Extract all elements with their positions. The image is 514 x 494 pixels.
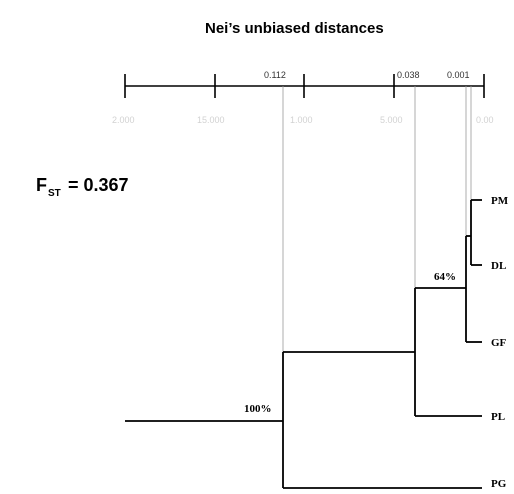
distance-label: 0.001	[447, 70, 470, 80]
faint-tick-label: 2.000	[112, 115, 135, 125]
figure-title: Nei’s unbiased distances	[205, 20, 384, 37]
faint-tick-label: 5.000	[380, 115, 403, 125]
taxon-label: PG	[491, 478, 507, 490]
fst-subscript: ST	[48, 188, 61, 199]
fst-symbol: F	[36, 175, 47, 195]
support-label: 64%	[434, 271, 456, 283]
taxon-label: PM	[491, 195, 509, 207]
distance-label: 0.112	[264, 70, 286, 80]
support-label: 100%	[244, 403, 272, 415]
fst-annotation: F ST = 0.367	[36, 175, 129, 199]
node-guide-lines	[282, 86, 472, 352]
distance-scale-bar: 2.000 15.000 1.000 5.000 0.00 0.112 0.03…	[112, 70, 494, 125]
faint-tick-label: 1.000	[290, 115, 313, 125]
taxon-label: PL	[491, 411, 505, 423]
dendrogram-tree	[125, 199, 482, 489]
fst-value: = 0.367	[68, 175, 129, 195]
faint-tick-label: 15.000	[197, 115, 225, 125]
taxon-label: GF	[491, 337, 507, 349]
taxon-labels: PM DL GF PL PG	[491, 195, 509, 490]
faint-tick-label: 0.00	[476, 115, 494, 125]
taxon-label: DL	[491, 260, 506, 272]
distance-label: 0.038	[397, 70, 420, 80]
support-values: 64% 100%	[244, 271, 456, 415]
